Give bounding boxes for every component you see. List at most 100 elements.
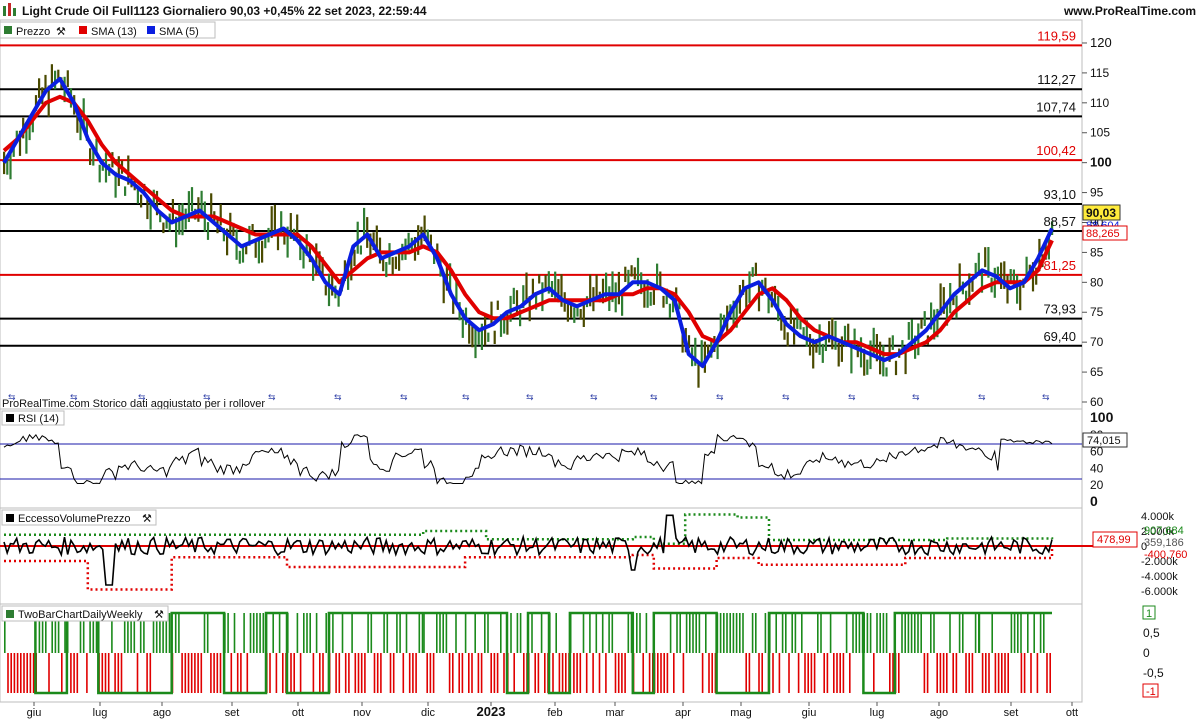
price-bar — [977, 252, 980, 276]
price-bar — [442, 275, 445, 304]
price-bar — [863, 348, 866, 376]
price-bar — [627, 269, 630, 286]
twobar-bar — [785, 613, 787, 653]
twobar-bar — [210, 653, 212, 693]
twobar-bar — [20, 653, 22, 693]
legend-price-label: Prezzo — [16, 26, 50, 38]
price-bar — [732, 300, 735, 327]
price-bar — [939, 283, 942, 316]
rollover-icon[interactable]: ⇆ — [978, 392, 986, 402]
twobar-bar — [801, 613, 803, 653]
rollover-icon[interactable]: ⇆ — [912, 392, 920, 402]
twobar-bar — [917, 613, 919, 653]
twobar-bar — [879, 613, 881, 653]
price-bar — [369, 233, 372, 258]
twobar-bar — [415, 653, 417, 693]
rollover-icon[interactable]: ⇆ — [462, 392, 470, 402]
twobar-bar — [516, 613, 519, 653]
twobar-bar — [146, 653, 148, 693]
twobar-label: TwoBarChartDailyWeekly — [18, 609, 143, 621]
rollover-icon[interactable]: ⇆ — [8, 392, 16, 402]
price-bar — [697, 361, 700, 388]
wrench-icon[interactable]: ⚒ — [154, 609, 164, 621]
twobar-bar — [136, 653, 139, 693]
price-bar — [837, 342, 840, 367]
twobar-bar — [13, 653, 16, 693]
rollover-icon[interactable]: ⇆ — [782, 392, 790, 402]
x-tick-label: apr — [675, 707, 691, 719]
rollover-icon[interactable]: ⇆ — [590, 392, 598, 402]
rollover-icon[interactable]: ⇆ — [650, 392, 658, 402]
twobar-bar — [429, 653, 432, 693]
price-bar — [34, 95, 38, 111]
twobar-bar — [958, 613, 961, 653]
twobar-bar — [645, 613, 648, 653]
twobar-bar — [552, 653, 554, 693]
price-bar — [1025, 256, 1028, 280]
twobar-bar — [282, 653, 284, 693]
twobar-bar — [500, 613, 502, 653]
twobar-bar — [639, 613, 641, 653]
price-bar — [547, 271, 550, 294]
rsi-line — [3, 433, 1053, 485]
price-bar — [515, 290, 519, 316]
price-tick-label: 85 — [1090, 245, 1104, 259]
twobar-bar — [866, 613, 869, 653]
twobar-bar — [252, 613, 255, 653]
twobar-bar — [206, 613, 209, 653]
rollover-icon[interactable]: ⇆ — [70, 392, 78, 402]
rollover-icon[interactable]: ⇆ — [716, 392, 724, 402]
twobar-bar — [26, 653, 28, 693]
wrench-icon[interactable]: ⚒ — [142, 513, 152, 525]
price-bar — [888, 337, 891, 362]
evp-line — [3, 514, 1053, 586]
twobar-bar — [836, 653, 838, 693]
rollover-icon[interactable]: ⇆ — [203, 392, 211, 402]
rsi-value: 74,015 — [1087, 435, 1121, 447]
twobar-bar — [159, 613, 161, 653]
twobar-bar — [357, 653, 360, 693]
twobar-tick-label: 0 — [1143, 646, 1150, 660]
twobar-bar — [1027, 613, 1029, 653]
twobar-bar — [230, 653, 233, 693]
price-bar — [210, 193, 213, 218]
wrench-icon[interactable]: ⚒ — [56, 26, 66, 38]
twobar-bar — [487, 613, 489, 653]
rollover-icon[interactable]: ⇆ — [1042, 392, 1050, 402]
rollover-icon[interactable]: ⇆ — [268, 392, 276, 402]
twobar-bar — [439, 613, 441, 653]
twobar-bar — [354, 653, 357, 693]
twobar-bar — [272, 613, 274, 653]
price-bar — [885, 367, 888, 377]
price-bar — [595, 274, 598, 297]
price-bar — [241, 244, 245, 263]
rollover-icon[interactable]: ⇆ — [400, 392, 408, 402]
twobar-bar — [455, 613, 457, 653]
twobar-bar — [627, 613, 630, 653]
price-bar — [477, 330, 480, 345]
rollover-icon[interactable]: ⇆ — [526, 392, 534, 402]
twobar-bar — [708, 653, 710, 693]
rollover-icon[interactable]: ⇆ — [334, 392, 342, 402]
twobar-bar — [833, 653, 835, 693]
twobar-bar — [901, 613, 903, 653]
price-bar — [468, 324, 471, 344]
price-bar — [700, 340, 703, 365]
twobar-bar — [682, 653, 685, 693]
price-bar — [840, 336, 843, 362]
rollover-icon[interactable]: ⇆ — [138, 392, 146, 402]
rsi-label: RSI (14) — [18, 413, 59, 425]
twobar-bar — [673, 653, 675, 693]
price-bar — [566, 304, 569, 322]
price-bar — [974, 262, 977, 279]
rsi-tick-label: 20 — [1090, 478, 1104, 492]
twobar-bar — [955, 653, 958, 693]
price-bar — [1006, 275, 1009, 304]
twobar-bar — [149, 653, 152, 693]
twobar-bar — [855, 613, 857, 653]
twobar-bar — [64, 613, 66, 653]
rollover-icon[interactable]: ⇆ — [848, 392, 856, 402]
price-bar — [1000, 262, 1003, 289]
price-bar — [490, 301, 493, 327]
twobar-bar — [123, 613, 126, 653]
